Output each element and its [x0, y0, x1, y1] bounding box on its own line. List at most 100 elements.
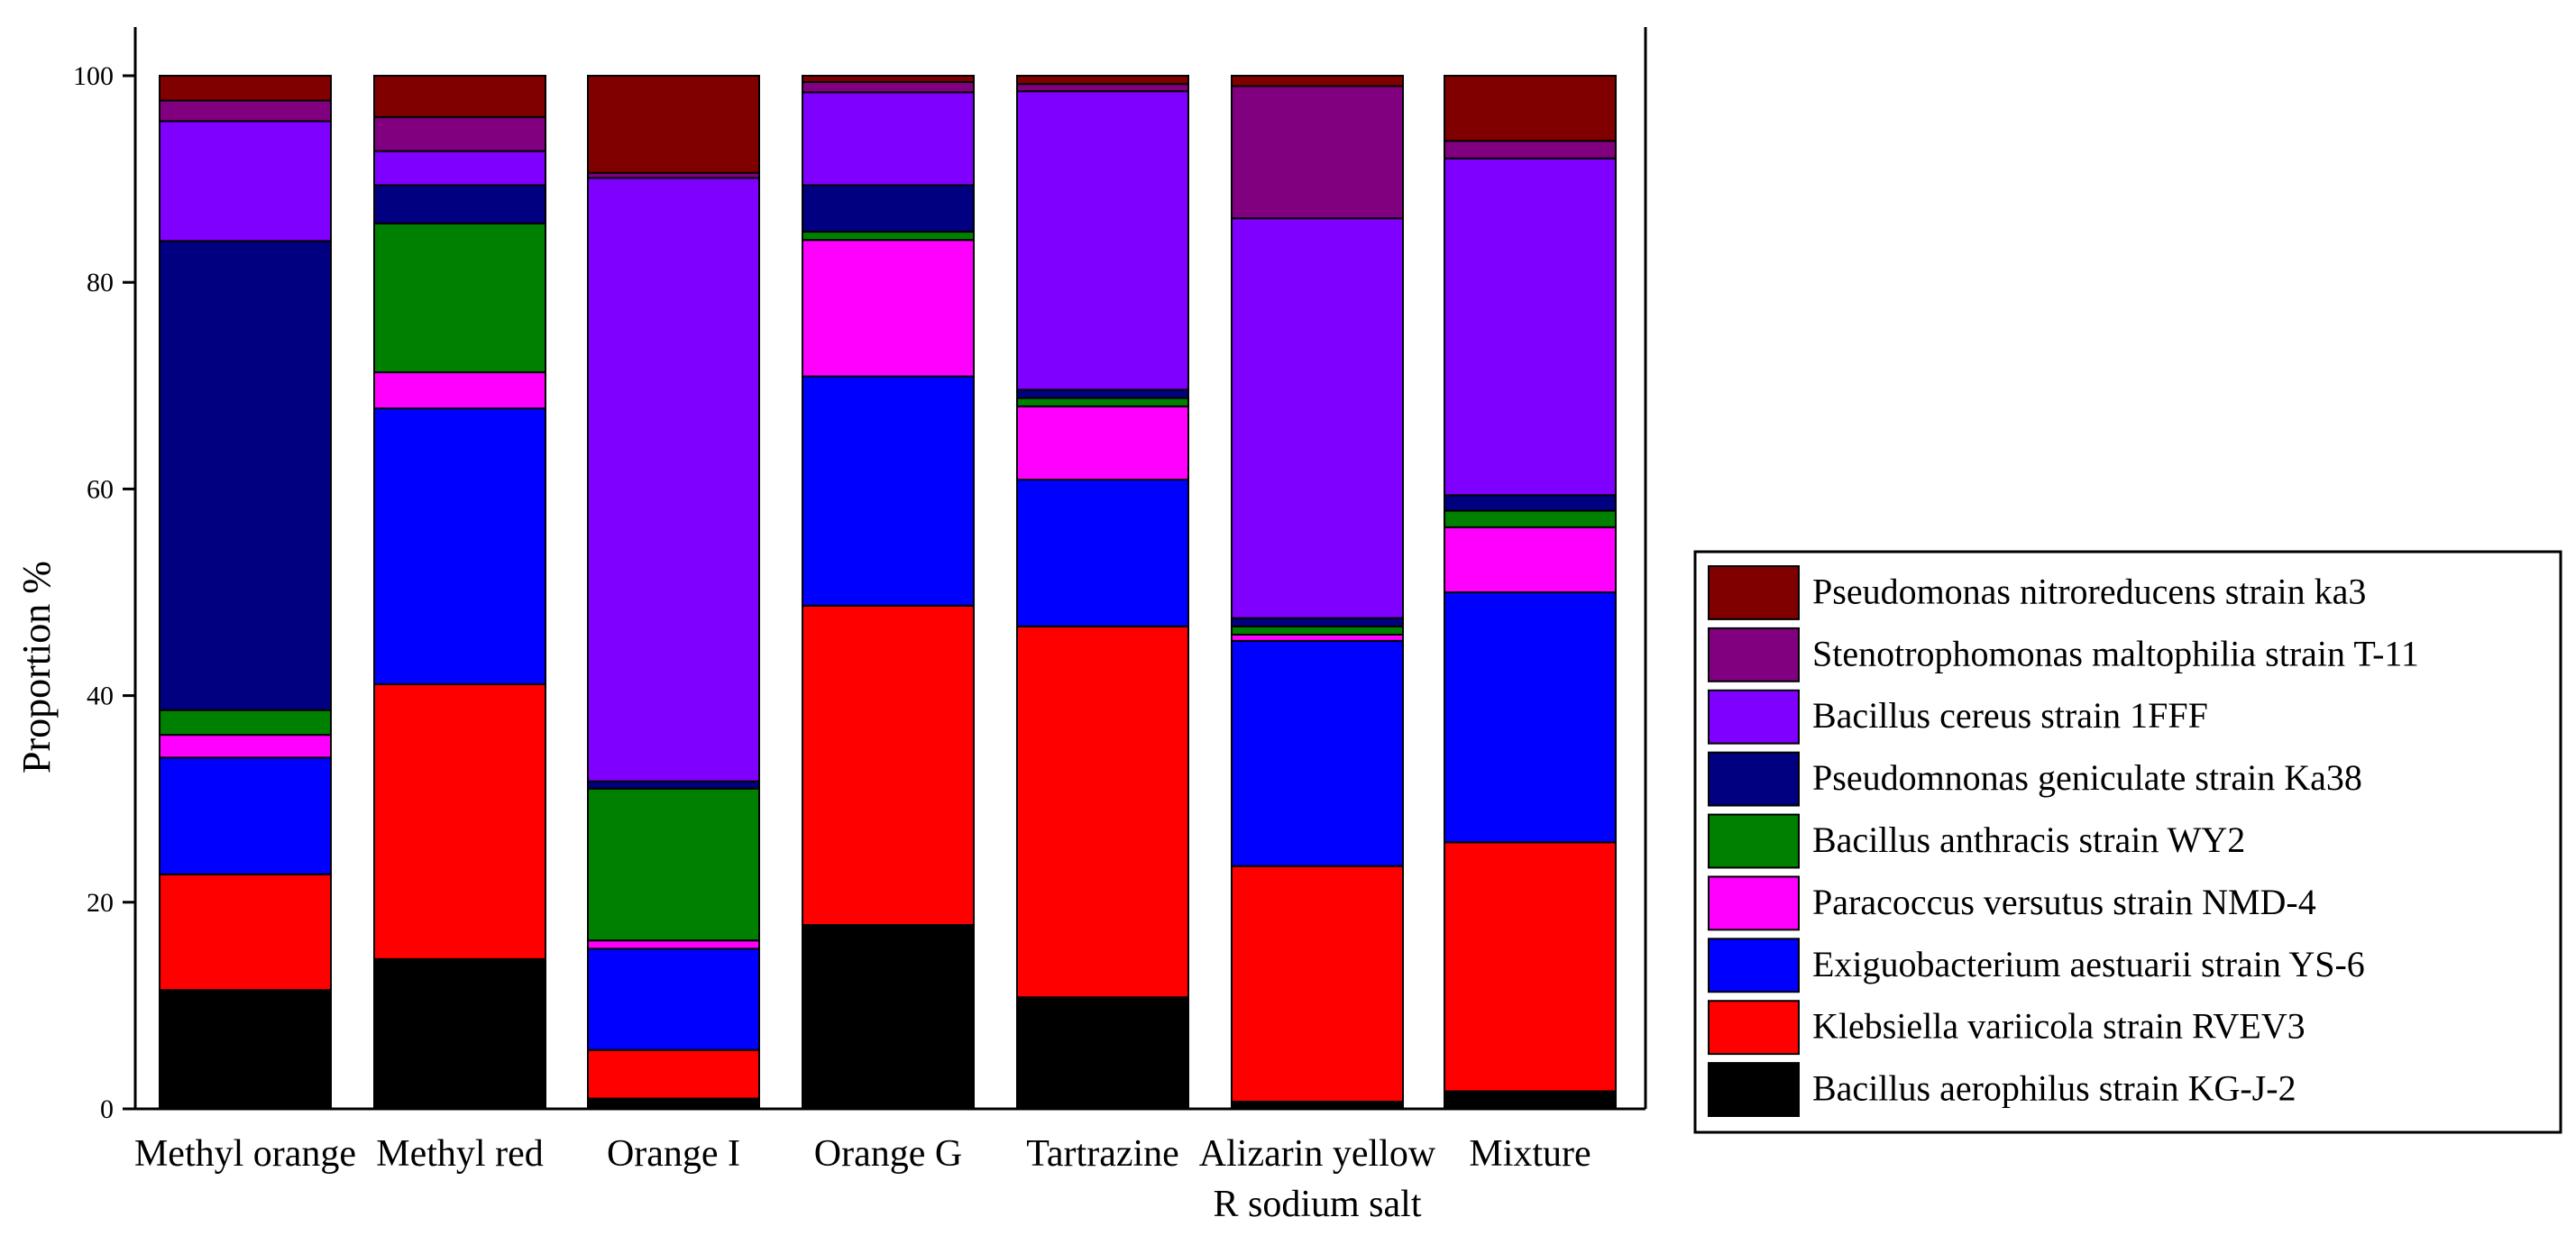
legend-swatch: [1708, 627, 1800, 682]
bar-segment-orange-g-klebsiella-variicola-strain-rvev3: [802, 604, 975, 927]
x-category-labels: Methyl orange Methyl red Orange I Orange G T…: [134, 1133, 1591, 1225]
bar-segment-alizarin-yellow-r-sodium-salt-pseudomonas-nitroreducens-strain-ka3: [1231, 75, 1404, 87]
legend-label: Bacillus aerophilus strain KG-J-2: [1812, 1068, 2296, 1109]
bar-segment-orange-i-pseudomonas-nitroreducens-strain-ka3: [587, 75, 760, 174]
bar-stack-mixture: [1444, 75, 1617, 1110]
bar-segment-orange-i-paracoccus-versutus-strain-nmd-4: [587, 939, 760, 950]
legend-entry-exiguobacterium-aestuarii-strain-ys-6: Exiguobacterium aestuarii strain YS-6: [1708, 938, 2365, 993]
bar-segment-methyl-orange-paracoccus-versutus-strain-nmd-4: [159, 734, 332, 759]
bar-segment-methyl-orange-exiguobacterium-aestuarii-strain-ys-6: [159, 756, 332, 875]
legend-label: Bacillus cereus strain 1FFF: [1812, 695, 2208, 736]
x-category-label-line: Methyl red: [376, 1133, 543, 1175]
axes-layer: [133, 27, 1647, 1111]
bar-segment-methyl-orange-klebsiella-variicola-strain-rvev3: [159, 873, 332, 992]
bar-segment-methyl-orange-bacillus-aerophilus-strain-kg-j-2: [159, 989, 332, 1110]
bar-stack-tartrazine: [1016, 75, 1189, 1111]
y-tick-label-0: 0: [100, 1094, 114, 1124]
bar-segment-tartrazine-bacillus-cereus-strain-1fff: [1016, 90, 1189, 391]
legend-swatch: [1708, 689, 1800, 745]
bar-segment-methyl-red-bacillus-aerophilus-strain-kg-j-2: [373, 957, 546, 1110]
x-category-label-line: Orange G: [814, 1133, 962, 1175]
bar-segment-orange-i-pseudomnonas-geniculate-strain-ka38: [587, 780, 760, 790]
bar-segment-orange-g-bacillus-aerophilus-strain-kg-j-2: [802, 924, 975, 1110]
bar-segment-mixture-bacillus-cereus-strain-1fff: [1444, 157, 1617, 497]
bar-segment-methyl-orange-pseudomonas-nitroreducens-strain-ka3: [159, 75, 332, 102]
x-category-label-line: Orange I: [607, 1133, 740, 1175]
legend-swatch: [1708, 938, 1800, 993]
bar-segment-orange-i-klebsiella-variicola-strain-rvev3: [587, 1048, 760, 1100]
x-category-label-alizarin-yellow-r-sodium-salt: Alizarin yellow R sodium salt: [1199, 1133, 1436, 1225]
legend-label: Bacillus anthracis strain WY2: [1812, 819, 2245, 860]
bar-segment-orange-i-bacillus-cereus-strain-1fff: [587, 177, 760, 783]
bar-segment-methyl-red-pseudomonas-nitroreducens-strain-ka3: [373, 75, 546, 118]
legend-box: [1693, 550, 2562, 1134]
bar-segment-orange-i-bacillus-anthracis-strain-wy2: [587, 787, 760, 942]
bar-segment-mixture-klebsiella-variicola-strain-rvev3: [1444, 841, 1617, 1093]
bar-segment-mixture-stenotrophomonas-maltophilia-strain-t-11: [1444, 140, 1617, 160]
bar-segment-methyl-red-paracoccus-versutus-strain-nmd-4: [373, 371, 546, 410]
legend-entry-pseudomnonas-geniculate-strain-ka38: Pseudomnonas geniculate strain Ka38: [1708, 751, 2362, 807]
bar-segment-alizarin-yellow-r-sodium-salt-pseudomnonas-geniculate-strain-ka38: [1231, 617, 1404, 627]
legend-swatch: [1708, 565, 1800, 620]
bar-stack-methyl-orange: [159, 75, 332, 1110]
x-category-label-mixture: Mixture: [1469, 1133, 1591, 1175]
legend-swatch: [1708, 1062, 1800, 1117]
bar-segment-alizarin-yellow-r-sodium-salt-klebsiella-variicola-strain-rvev3: [1231, 865, 1404, 1103]
bar-segment-mixture-bacillus-aerophilus-strain-kg-j-2: [1444, 1090, 1617, 1110]
x-category-label-methyl-red: Methyl red: [376, 1133, 543, 1175]
legend-entry-pseudomonas-nitroreducens-strain-ka3: Pseudomonas nitroreducens strain ka3: [1708, 565, 2366, 620]
y-ticks: 0 20 40 60 80 100: [73, 61, 135, 1124]
bar-stack-methyl-red: [373, 75, 546, 1110]
bar-segment-mixture-paracoccus-versutus-strain-nmd-4: [1444, 526, 1617, 593]
legend-swatch: [1708, 1000, 1800, 1056]
legend-label: Pseudomnonas geniculate strain Ka38: [1812, 757, 2362, 798]
y-tick-label-20: 20: [87, 888, 114, 918]
legend-label: Klebsiella variicola strain RVEV3: [1812, 1006, 2306, 1047]
legend-entry-klebsiella-variicola-strain-rvev3: Klebsiella variicola strain RVEV3: [1708, 1000, 2306, 1056]
legend-swatch: [1708, 875, 1800, 931]
x-category-label-line: Mixture: [1469, 1133, 1591, 1175]
bar-segment-mixture-exiguobacterium-aestuarii-strain-ys-6: [1444, 591, 1617, 844]
bar-stack-orange-i: [587, 75, 760, 1111]
legend-entry-stenotrophomonas-maltophilia-strain-t-11: Stenotrophomonas maltophilia strain T-11: [1708, 627, 2419, 682]
bar-segment-orange-g-stenotrophomonas-maltophilia-strain-t-11: [802, 80, 975, 94]
bar-segment-orange-g-bacillus-cereus-strain-1fff: [802, 91, 975, 187]
bar-segment-mixture-pseudomnonas-geniculate-strain-ka38: [1444, 494, 1617, 512]
bar-segment-methyl-orange-bacillus-anthracis-strain-wy2: [159, 709, 332, 737]
bar-segment-orange-i-exiguobacterium-aestuarii-strain-ys-6: [587, 947, 760, 1051]
x-category-label-line: Tartrazine: [1026, 1133, 1179, 1175]
legend-swatch: [1708, 751, 1800, 807]
bar-segment-tartrazine-bacillus-anthracis-strain-wy2: [1016, 397, 1189, 407]
bar-segment-orange-g-pseudomnonas-geniculate-strain-ka38: [802, 184, 975, 233]
bar-segment-methyl-red-bacillus-anthracis-strain-wy2: [373, 222, 546, 373]
y-tick-label-100: 100: [73, 61, 114, 91]
bar-segment-alizarin-yellow-r-sodium-salt-exiguobacterium-aestuarii-strain-ys-6: [1231, 639, 1404, 867]
bar-segment-methyl-orange-bacillus-cereus-strain-1fff: [159, 120, 332, 243]
bar-segment-alizarin-yellow-r-sodium-salt-bacillus-anthracis-strain-wy2: [1231, 625, 1404, 636]
y-axis-title: Proportion %: [14, 561, 59, 773]
bar-segment-tartrazine-stenotrophomonas-maltophilia-strain-t-11: [1016, 83, 1189, 93]
bar-segment-orange-g-pseudomonas-nitroreducens-strain-ka3: [802, 75, 975, 83]
y-tick-label-80: 80: [87, 268, 114, 297]
y-tick-label-40: 40: [87, 682, 114, 711]
legend-label: Exiguobacterium aestuarii strain YS-6: [1812, 944, 2365, 984]
legend-entry-paracoccus-versutus-strain-nmd-4: Paracoccus versutus strain NMD-4: [1708, 875, 2316, 931]
legend-label: Pseudomonas nitroreducens strain ka3: [1812, 571, 2366, 611]
bar-segment-orange-g-bacillus-anthracis-strain-wy2: [802, 231, 975, 242]
legend-label: Stenotrophomonas maltophilia strain T-11: [1812, 633, 2419, 673]
bar-segment-mixture-bacillus-anthracis-strain-wy2: [1444, 509, 1617, 528]
bar-segment-methyl-orange-pseudomnonas-geniculate-strain-ka38: [159, 240, 332, 711]
bar-segment-tartrazine-paracoccus-versutus-strain-nmd-4: [1016, 405, 1189, 481]
bar-segment-tartrazine-bacillus-aerophilus-strain-kg-j-2: [1016, 996, 1189, 1111]
x-category-label-orange-g: Orange G: [814, 1133, 962, 1175]
legend-entry-bacillus-aerophilus-strain-kg-j-2: Bacillus aerophilus strain KG-J-2: [1708, 1062, 2296, 1117]
bar-segment-tartrazine-klebsiella-variicola-strain-rvev3: [1016, 625, 1189, 999]
bar-stack-alizarin-yellow-r-sodium-salt: [1231, 75, 1404, 1111]
x-category-label-tartrazine: Tartrazine: [1026, 1133, 1179, 1175]
bar-segment-methyl-red-bacillus-cereus-strain-1fff: [373, 150, 546, 187]
bar-segment-methyl-orange-stenotrophomonas-maltophilia-strain-t-11: [159, 99, 332, 123]
bar-segment-tartrazine-exiguobacterium-aestuarii-strain-ys-6: [1016, 479, 1189, 627]
legend-entry-bacillus-cereus-strain-1fff: Bacillus cereus strain 1FFF: [1708, 689, 2208, 745]
